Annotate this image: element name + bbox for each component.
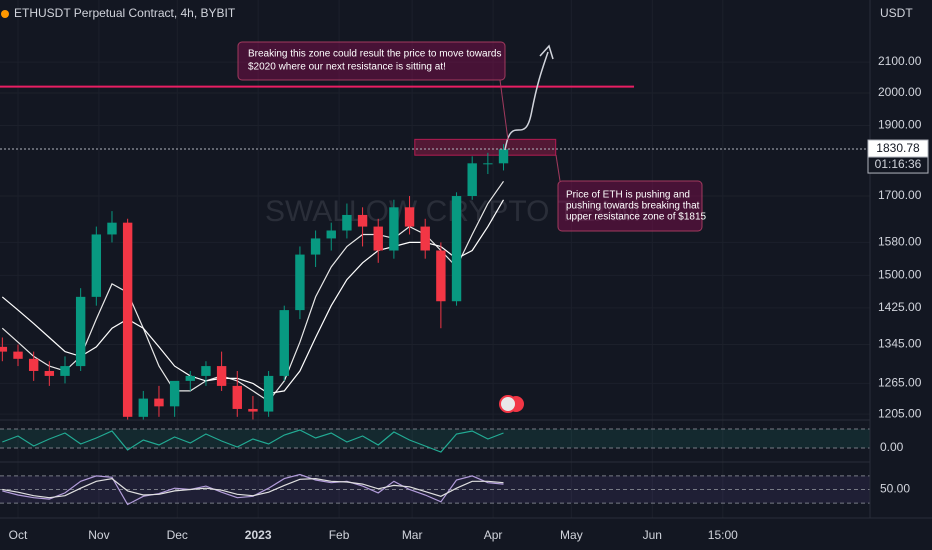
- candle-body: [75, 296, 86, 367]
- band-fill: [0, 429, 870, 448]
- candle-body: [373, 226, 383, 251]
- x-tick-label: May: [560, 528, 583, 542]
- countdown-box: [867, 156, 929, 174]
- candle-body: [107, 222, 117, 235]
- x-tick-label: 2023: [245, 528, 272, 542]
- y-tick-label: 2000.00: [878, 85, 922, 99]
- candle-body: [389, 207, 399, 251]
- candle-body: [263, 375, 274, 412]
- countdown-label: 01:16:36: [875, 157, 922, 171]
- y-tick-label: 1265.00: [878, 376, 922, 390]
- candle-body: [154, 398, 164, 407]
- last-price-label: 1830.78: [876, 141, 920, 155]
- candle-body: [498, 149, 509, 164]
- indicator-line: [2, 429, 504, 453]
- y-tick-label: 1580.00: [878, 235, 922, 249]
- connector: [499, 79, 509, 141]
- x-tick-label: Mar: [402, 528, 423, 542]
- candle-body: [295, 254, 305, 311]
- candle-body: [357, 214, 368, 227]
- y-tick-label: 1345.00: [878, 337, 922, 351]
- y-tick-label: 1700.00: [878, 188, 922, 202]
- projection-arrow: [504, 51, 549, 151]
- candle-body: [451, 196, 462, 302]
- x-tick-label: Oct: [9, 528, 28, 542]
- x-tick-label: Apr: [484, 528, 503, 542]
- annotation-box: [237, 41, 506, 81]
- indicator-tick-label: 50.00: [880, 482, 910, 496]
- annotation-text: Breaking this zone could result the pric…: [248, 49, 501, 60]
- candle-body: [342, 214, 352, 231]
- annotation-text: $2020 where our next resistance is sitti…: [248, 62, 446, 73]
- candle-body: [326, 230, 336, 239]
- arrow-head: [539, 44, 554, 60]
- status-dot: [1, 10, 9, 18]
- x-tick-label: 15:00: [708, 528, 738, 542]
- y-tick-label: 1205.00: [878, 406, 922, 420]
- candle-body: [467, 163, 477, 197]
- candle-body: [279, 310, 289, 376]
- candle-body: [436, 250, 446, 302]
- x-tick-label: Nov: [88, 528, 109, 542]
- candle-body: [138, 398, 149, 417]
- resistance-zone: [414, 138, 557, 156]
- candle-body: [232, 385, 242, 409]
- candle-body: [0, 346, 8, 352]
- currency-label: USDT: [880, 6, 913, 20]
- annotation-text: upper resistance zone of $1815: [566, 212, 707, 223]
- indicator-panes: [0, 428, 870, 506]
- annotation-text: Price of ETH is pushing and: [566, 190, 690, 201]
- candle-body: [483, 163, 493, 165]
- candle-body: [169, 380, 180, 407]
- candle-body: [404, 207, 415, 227]
- candle-body: [13, 351, 23, 359]
- candle-body: [248, 408, 258, 412]
- annotation-box: [557, 180, 703, 232]
- candle-body: [310, 238, 321, 255]
- candle-body: [44, 370, 55, 376]
- x-tick-label: Dec: [167, 528, 188, 542]
- x-tick-label: Feb: [329, 528, 350, 542]
- main-pane: [0, 85, 635, 420]
- candle-body: [91, 234, 102, 297]
- candle-body: [216, 366, 227, 386]
- event-icon[interactable]: [499, 395, 517, 413]
- indicator-tick-label: 0.00: [880, 440, 904, 454]
- moving-average: [1, 199, 505, 395]
- candle-body: [60, 366, 70, 376]
- y-tick-label: 1900.00: [878, 118, 922, 132]
- moving-average: [1, 180, 504, 403]
- candle-body: [201, 366, 211, 376]
- x-tick-label: Jun: [643, 528, 662, 542]
- grid: [0, 0, 870, 518]
- connector: [555, 154, 561, 182]
- candle-body: [185, 375, 195, 381]
- y-tick-label: 1500.00: [878, 268, 922, 282]
- candle-body: [122, 222, 133, 417]
- indicator-line: [2, 477, 504, 499]
- candle-body: [28, 358, 39, 371]
- chart-title: ETHUSDT Perpetual Contract, 4h, BYBIT: [14, 6, 236, 20]
- y-tick-label: 2100.00: [878, 54, 922, 68]
- candle-body: [420, 226, 430, 251]
- annotation-text: pushing towards breaking that: [566, 201, 700, 212]
- y-tick-label: 1425.00: [878, 300, 922, 314]
